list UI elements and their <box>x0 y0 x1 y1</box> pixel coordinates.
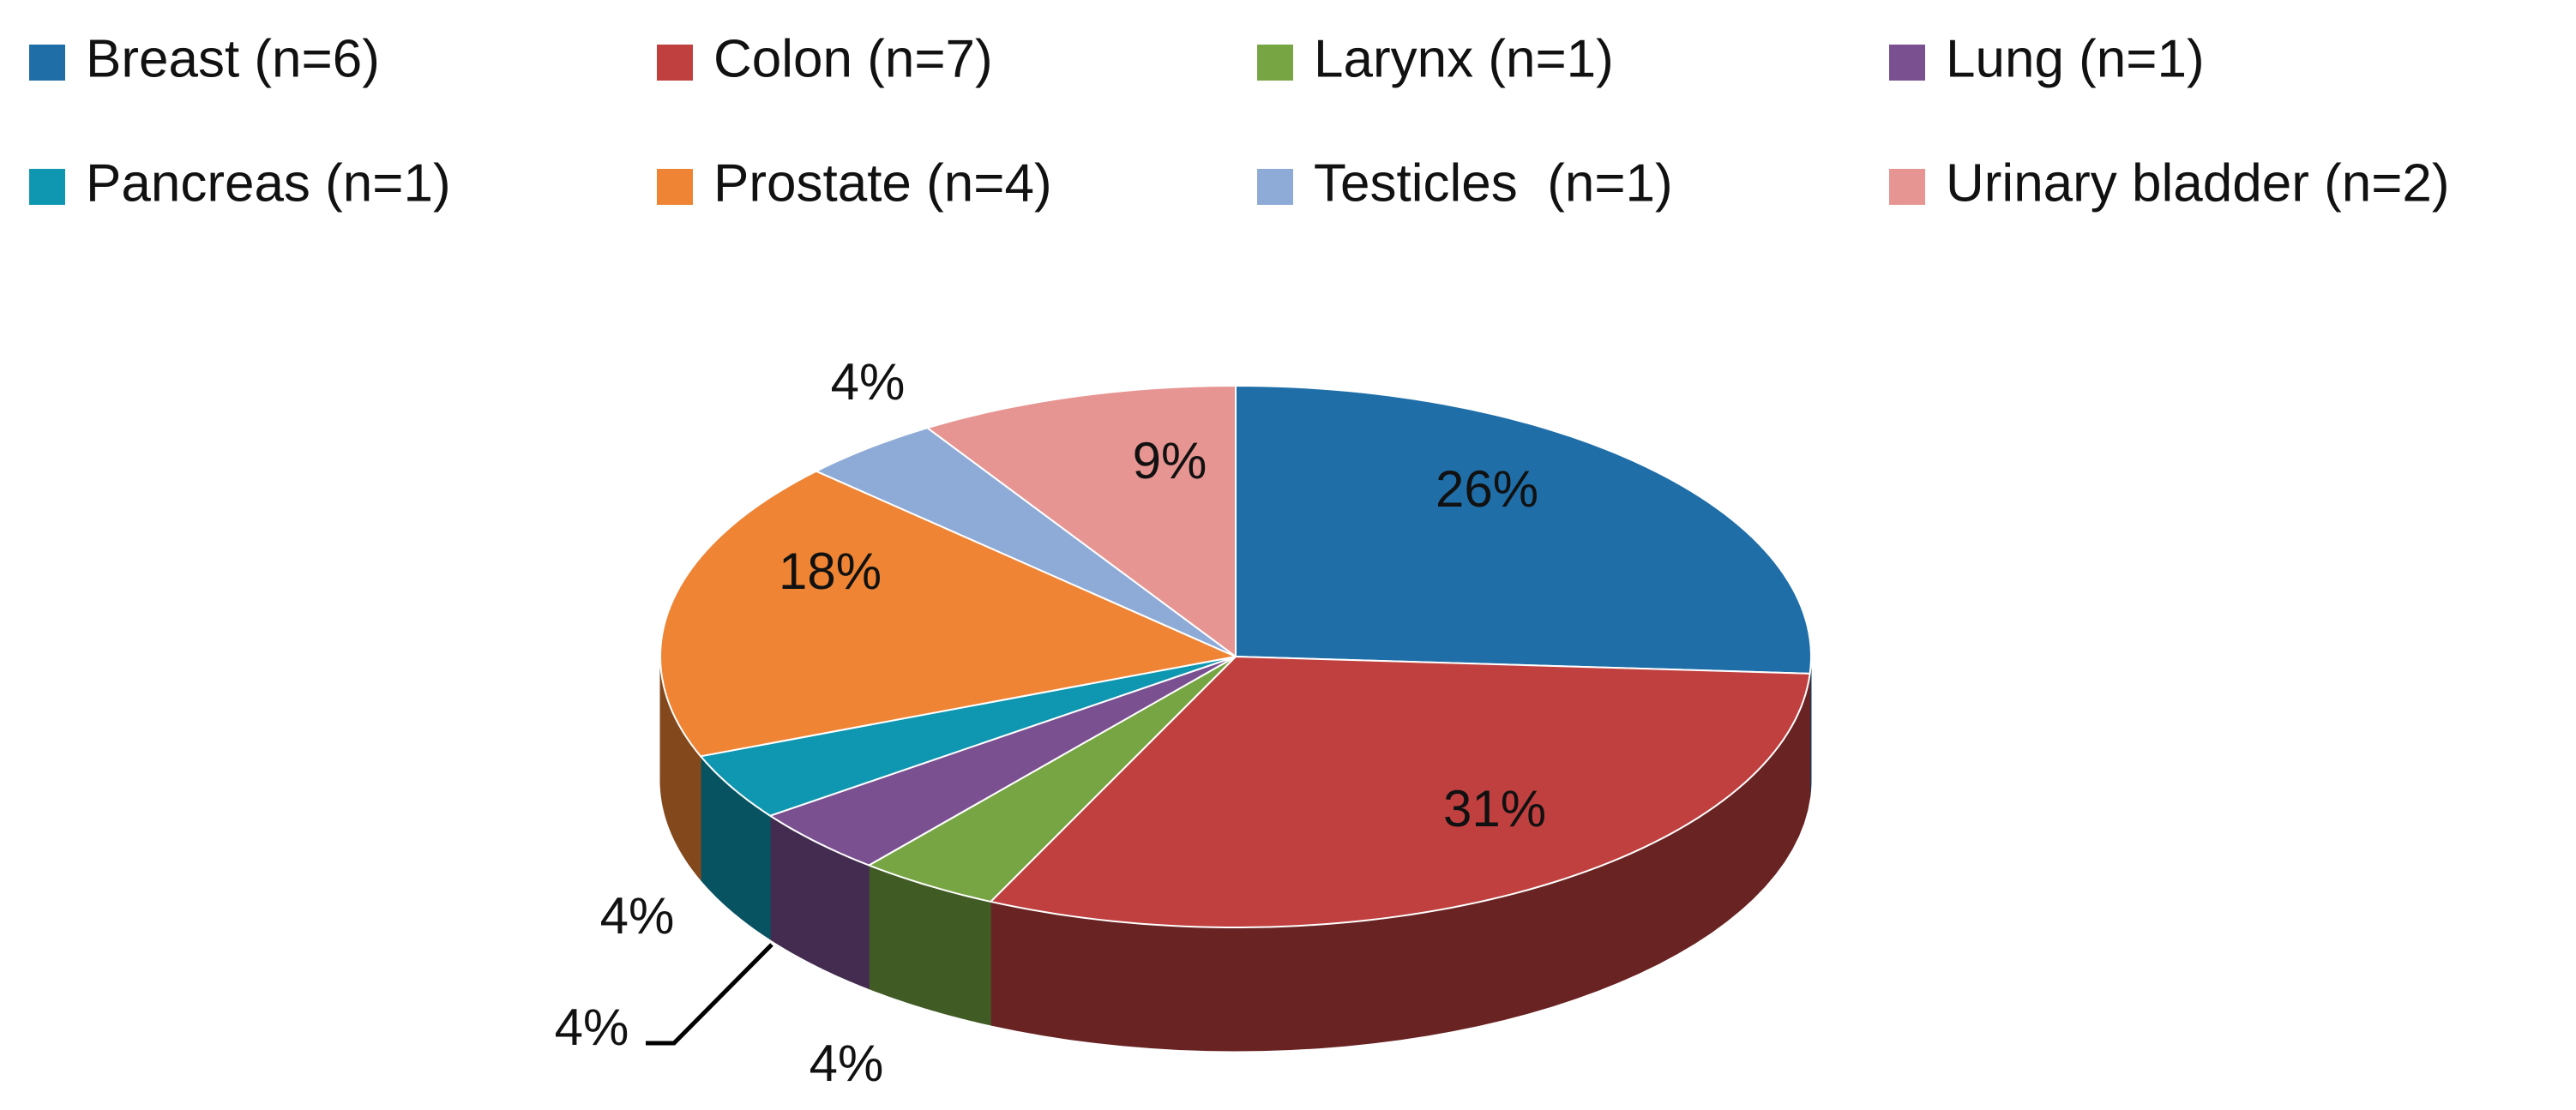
pie-slice <box>926 385 1237 657</box>
data-label: 9% <box>1133 432 1207 489</box>
pie-slice <box>700 656 1237 817</box>
legend-label: Lung (n=1) <box>1946 29 2205 88</box>
legend-swatch <box>1889 45 1925 81</box>
leader-line <box>646 943 773 1046</box>
legend-swatch <box>1257 45 1293 81</box>
legend-swatch <box>29 45 65 81</box>
pie-slice <box>769 656 1237 867</box>
data-label: 4% <box>555 999 629 1056</box>
legend-label: Breast (n=6) <box>86 29 380 88</box>
legend-swatch <box>657 169 693 205</box>
legend-label: Urinary bladder (n=2) <box>1946 153 2450 213</box>
legend-label: Prostate (n=4) <box>713 153 1052 213</box>
legend-swatch <box>657 45 693 81</box>
legend-label: Larynx (n=1) <box>1314 29 1614 88</box>
data-label: 4% <box>810 1035 884 1092</box>
legend-label: Pancreas (n=1) <box>86 153 451 213</box>
data-label: 31% <box>1443 780 1546 837</box>
data-label: 18% <box>779 543 882 600</box>
legend-swatch <box>29 169 65 205</box>
data-label: 4% <box>831 353 906 411</box>
legend-swatch <box>1257 169 1293 205</box>
pie-slice <box>815 427 1237 657</box>
data-label: 26% <box>1435 460 1538 518</box>
pie-slice <box>659 470 1237 758</box>
pie-slice <box>990 656 1811 928</box>
legend-label: Testicles (n=1) <box>1314 153 1673 213</box>
pie-slice <box>868 656 1237 903</box>
data-label: 4% <box>600 887 675 945</box>
legend-swatch <box>1889 169 1925 205</box>
pie-slice <box>1235 385 1812 675</box>
legend-label: Colon (n=7) <box>713 29 993 88</box>
